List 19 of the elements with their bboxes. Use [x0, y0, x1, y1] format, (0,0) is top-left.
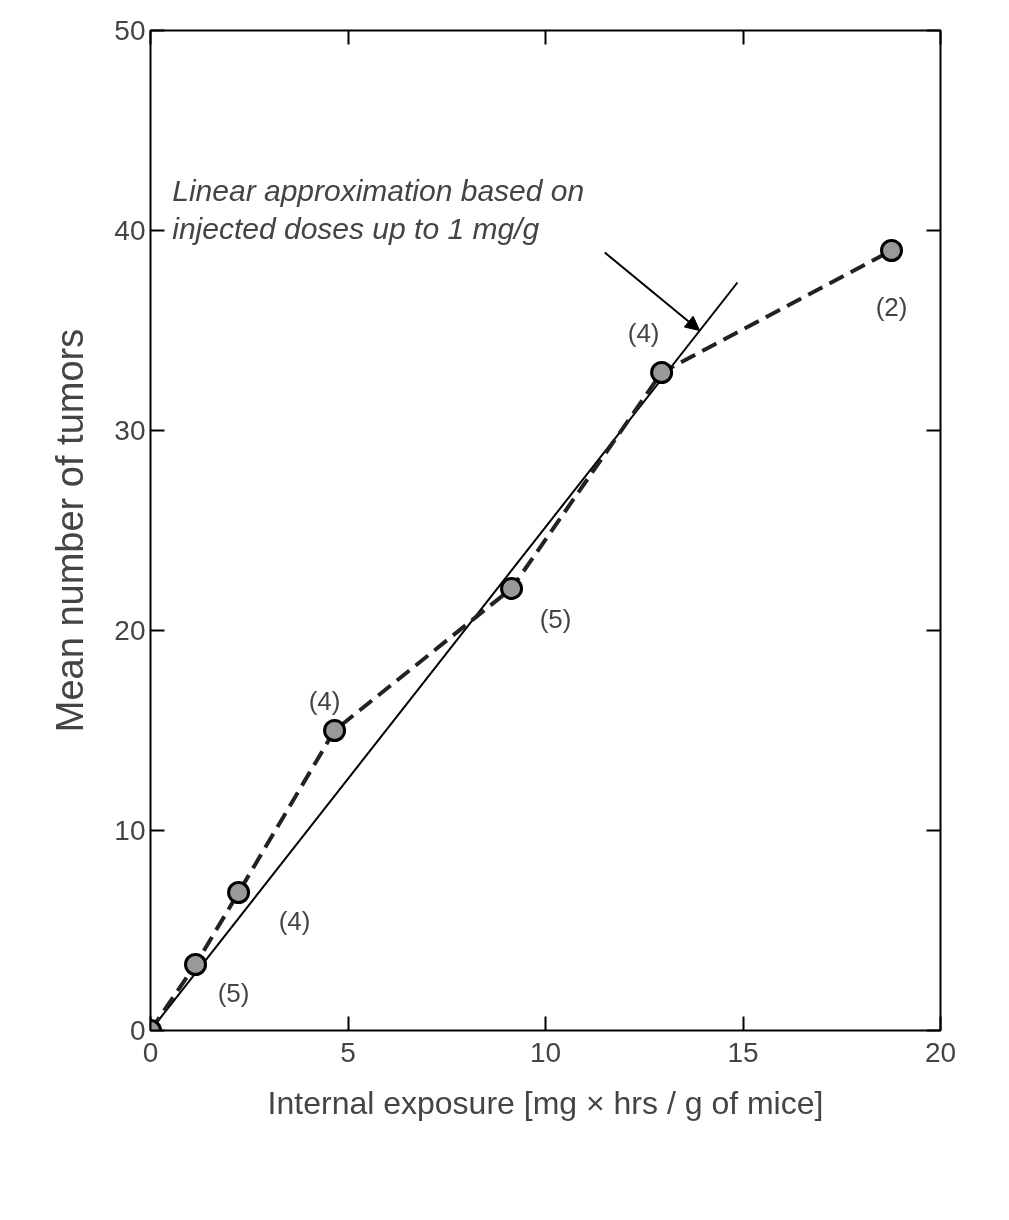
y-tick-label: 20	[114, 615, 146, 646]
annotation: (2)	[875, 291, 908, 322]
annotation: (5)	[539, 603, 572, 634]
x-tick-label: 10	[529, 1036, 562, 1068]
y-axis-title: Mean number of tumors	[49, 328, 92, 733]
annotation: (4)	[278, 905, 311, 936]
x-tick-label: 20	[924, 1036, 957, 1068]
y-tick-label: 30	[114, 415, 146, 446]
x-axis-title: Internal exposure [mg × hrs / g of mice]	[267, 1084, 824, 1121]
y-tick-label: 40	[114, 215, 146, 246]
x-tick-label: 5	[340, 1036, 356, 1068]
annotation: (5)	[217, 977, 250, 1008]
annotation: Linear approximation based on injected doses up to 1 mg/g	[172, 173, 585, 245]
x-tick-label: 15	[727, 1036, 759, 1068]
y-tick-label: 50	[114, 15, 146, 46]
annotation: (4)	[308, 685, 341, 716]
y-tick-label: 10	[114, 815, 146, 846]
y-tick-label: 0	[129, 1015, 146, 1046]
annotation: (4)	[627, 317, 660, 348]
